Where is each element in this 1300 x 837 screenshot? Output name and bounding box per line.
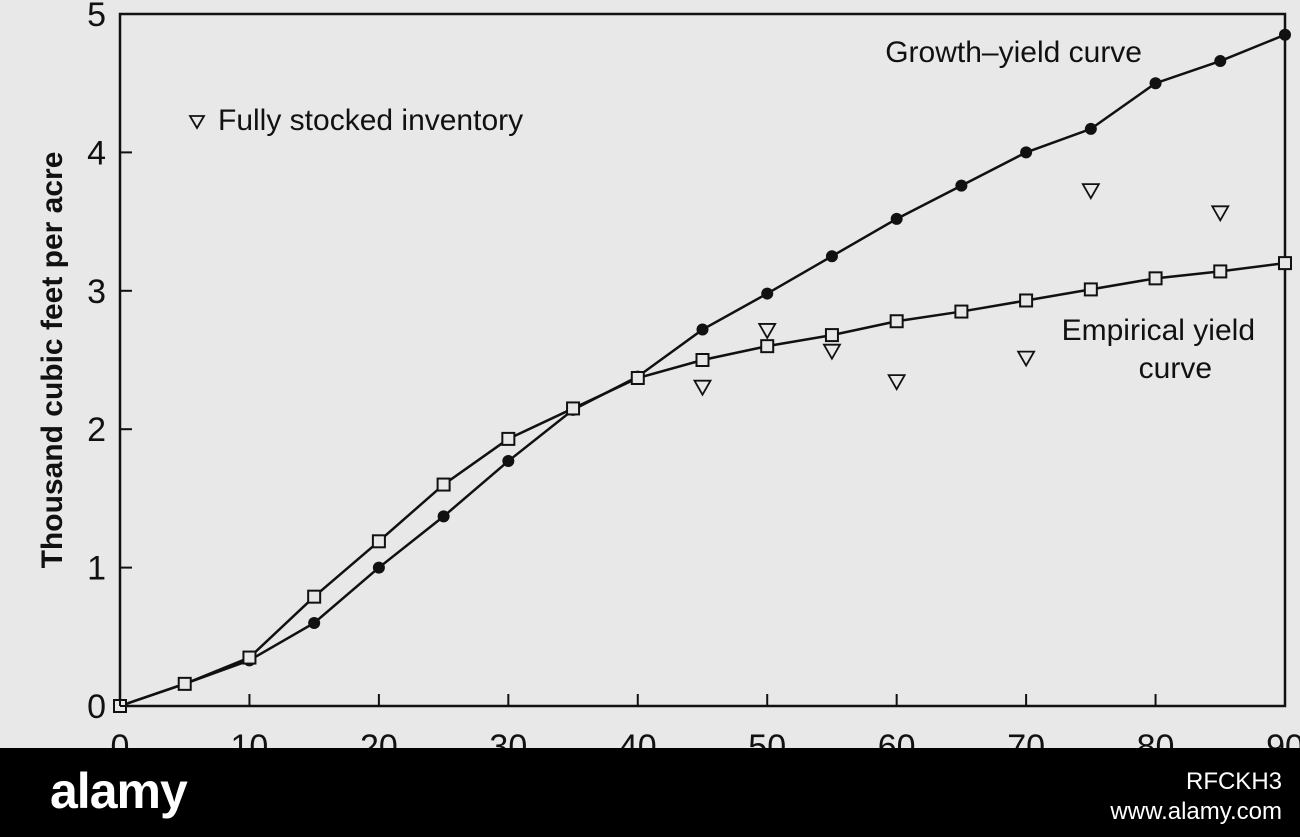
growth-yield-point	[1084, 122, 1097, 135]
growth-yield-point	[761, 287, 774, 300]
x-tick-label: 80	[1137, 728, 1175, 748]
empirical-yield-point	[824, 328, 839, 343]
empirical-yield-point	[1213, 264, 1228, 279]
empirical-yield-point	[695, 353, 710, 367]
inventory-point	[692, 379, 713, 397]
y-tick-label: 5	[87, 0, 106, 34]
empirical-yield-point	[1278, 256, 1292, 271]
y-tick-label: 3	[87, 273, 106, 311]
empirical-yield-point	[954, 304, 969, 319]
growth-yield-point	[437, 510, 450, 523]
growth-yield-point	[696, 323, 709, 336]
inventory-point	[822, 343, 842, 361]
empirical-yield-point	[307, 589, 322, 604]
x-tick-label: 90	[1266, 728, 1300, 748]
empirical-yield-point	[889, 314, 904, 329]
x-tick-label: 40	[619, 728, 657, 748]
growth-yield-point	[372, 561, 385, 574]
x-tick-label: 20	[360, 728, 398, 748]
empirical-yield-point	[630, 370, 645, 385]
empirical-yield-point	[1148, 271, 1163, 286]
watermark-url: www.alamy.com	[1110, 798, 1282, 825]
empirical-yield-point	[371, 534, 386, 549]
inventory-point	[887, 374, 907, 391]
watermark-brand: alamy	[50, 763, 188, 819]
empirical-yield-point	[1019, 293, 1034, 308]
x-tick-label: 60	[878, 728, 916, 748]
growth-yield-curve-label: Growth–yield curve	[885, 36, 1142, 69]
fully-stocked-inventory-label: Fully stocked inventory	[218, 104, 523, 137]
line-chart: 0 10 20 30 40 50 60 70 80 90 0 1 2 3 4 5 Thousand cubic…	[36, 0, 1300, 748]
growth-yield-point	[502, 455, 515, 468]
empirical-yield-curve-label: Empirical yield	[1062, 314, 1255, 347]
growth-yield-point	[1020, 146, 1033, 159]
growth-yield-point	[1279, 28, 1291, 41]
growth-yield-point	[1214, 55, 1227, 68]
y-tick-label: 2	[87, 411, 106, 449]
chart-area: 0 10 20 30 40 50 60 70 80 90 0 1 2 3 4 5 Thousand cubic…	[0, 0, 1300, 748]
growth-yield-point	[308, 616, 321, 629]
x-tick-label: 50	[748, 728, 786, 748]
y-tick-label: 1	[87, 550, 106, 588]
empirical-yield-point	[501, 431, 516, 446]
plot-frame	[118, 12, 1287, 708]
empirical-yield-point	[566, 401, 581, 416]
x-tick-label: 30	[489, 728, 527, 748]
y-tick-label: 0	[87, 688, 106, 726]
y-axis-label: Thousand cubic feet per acre	[36, 152, 69, 569]
inventory-point	[1016, 350, 1036, 368]
growth-yield-point	[1149, 77, 1162, 90]
inventory-point	[757, 323, 777, 340]
x-tick-label: 10	[231, 728, 269, 748]
x-tick-label: 70	[1007, 728, 1045, 748]
growth-yield-point	[890, 212, 903, 225]
watermark-image-id: RFCKH3	[1185, 768, 1282, 795]
empirical-yield-point	[1083, 282, 1098, 297]
growth-yield-point	[825, 250, 838, 263]
empirical-yield-point	[177, 676, 192, 691]
inventory-point	[1081, 183, 1101, 200]
empirical-yield-point	[242, 650, 257, 665]
watermark-banner	[0, 748, 1300, 837]
x-tick-label: 0	[111, 728, 130, 748]
empirical-yield-point	[760, 339, 775, 354]
y-tick-label: 4	[87, 134, 106, 172]
empirical-yield-point	[436, 477, 451, 492]
growth-yield-point	[955, 179, 968, 192]
empirical-yield-curve-label-line2: curve	[1139, 352, 1212, 385]
legend-triangle-icon	[188, 115, 206, 130]
inventory-point	[1210, 205, 1230, 223]
